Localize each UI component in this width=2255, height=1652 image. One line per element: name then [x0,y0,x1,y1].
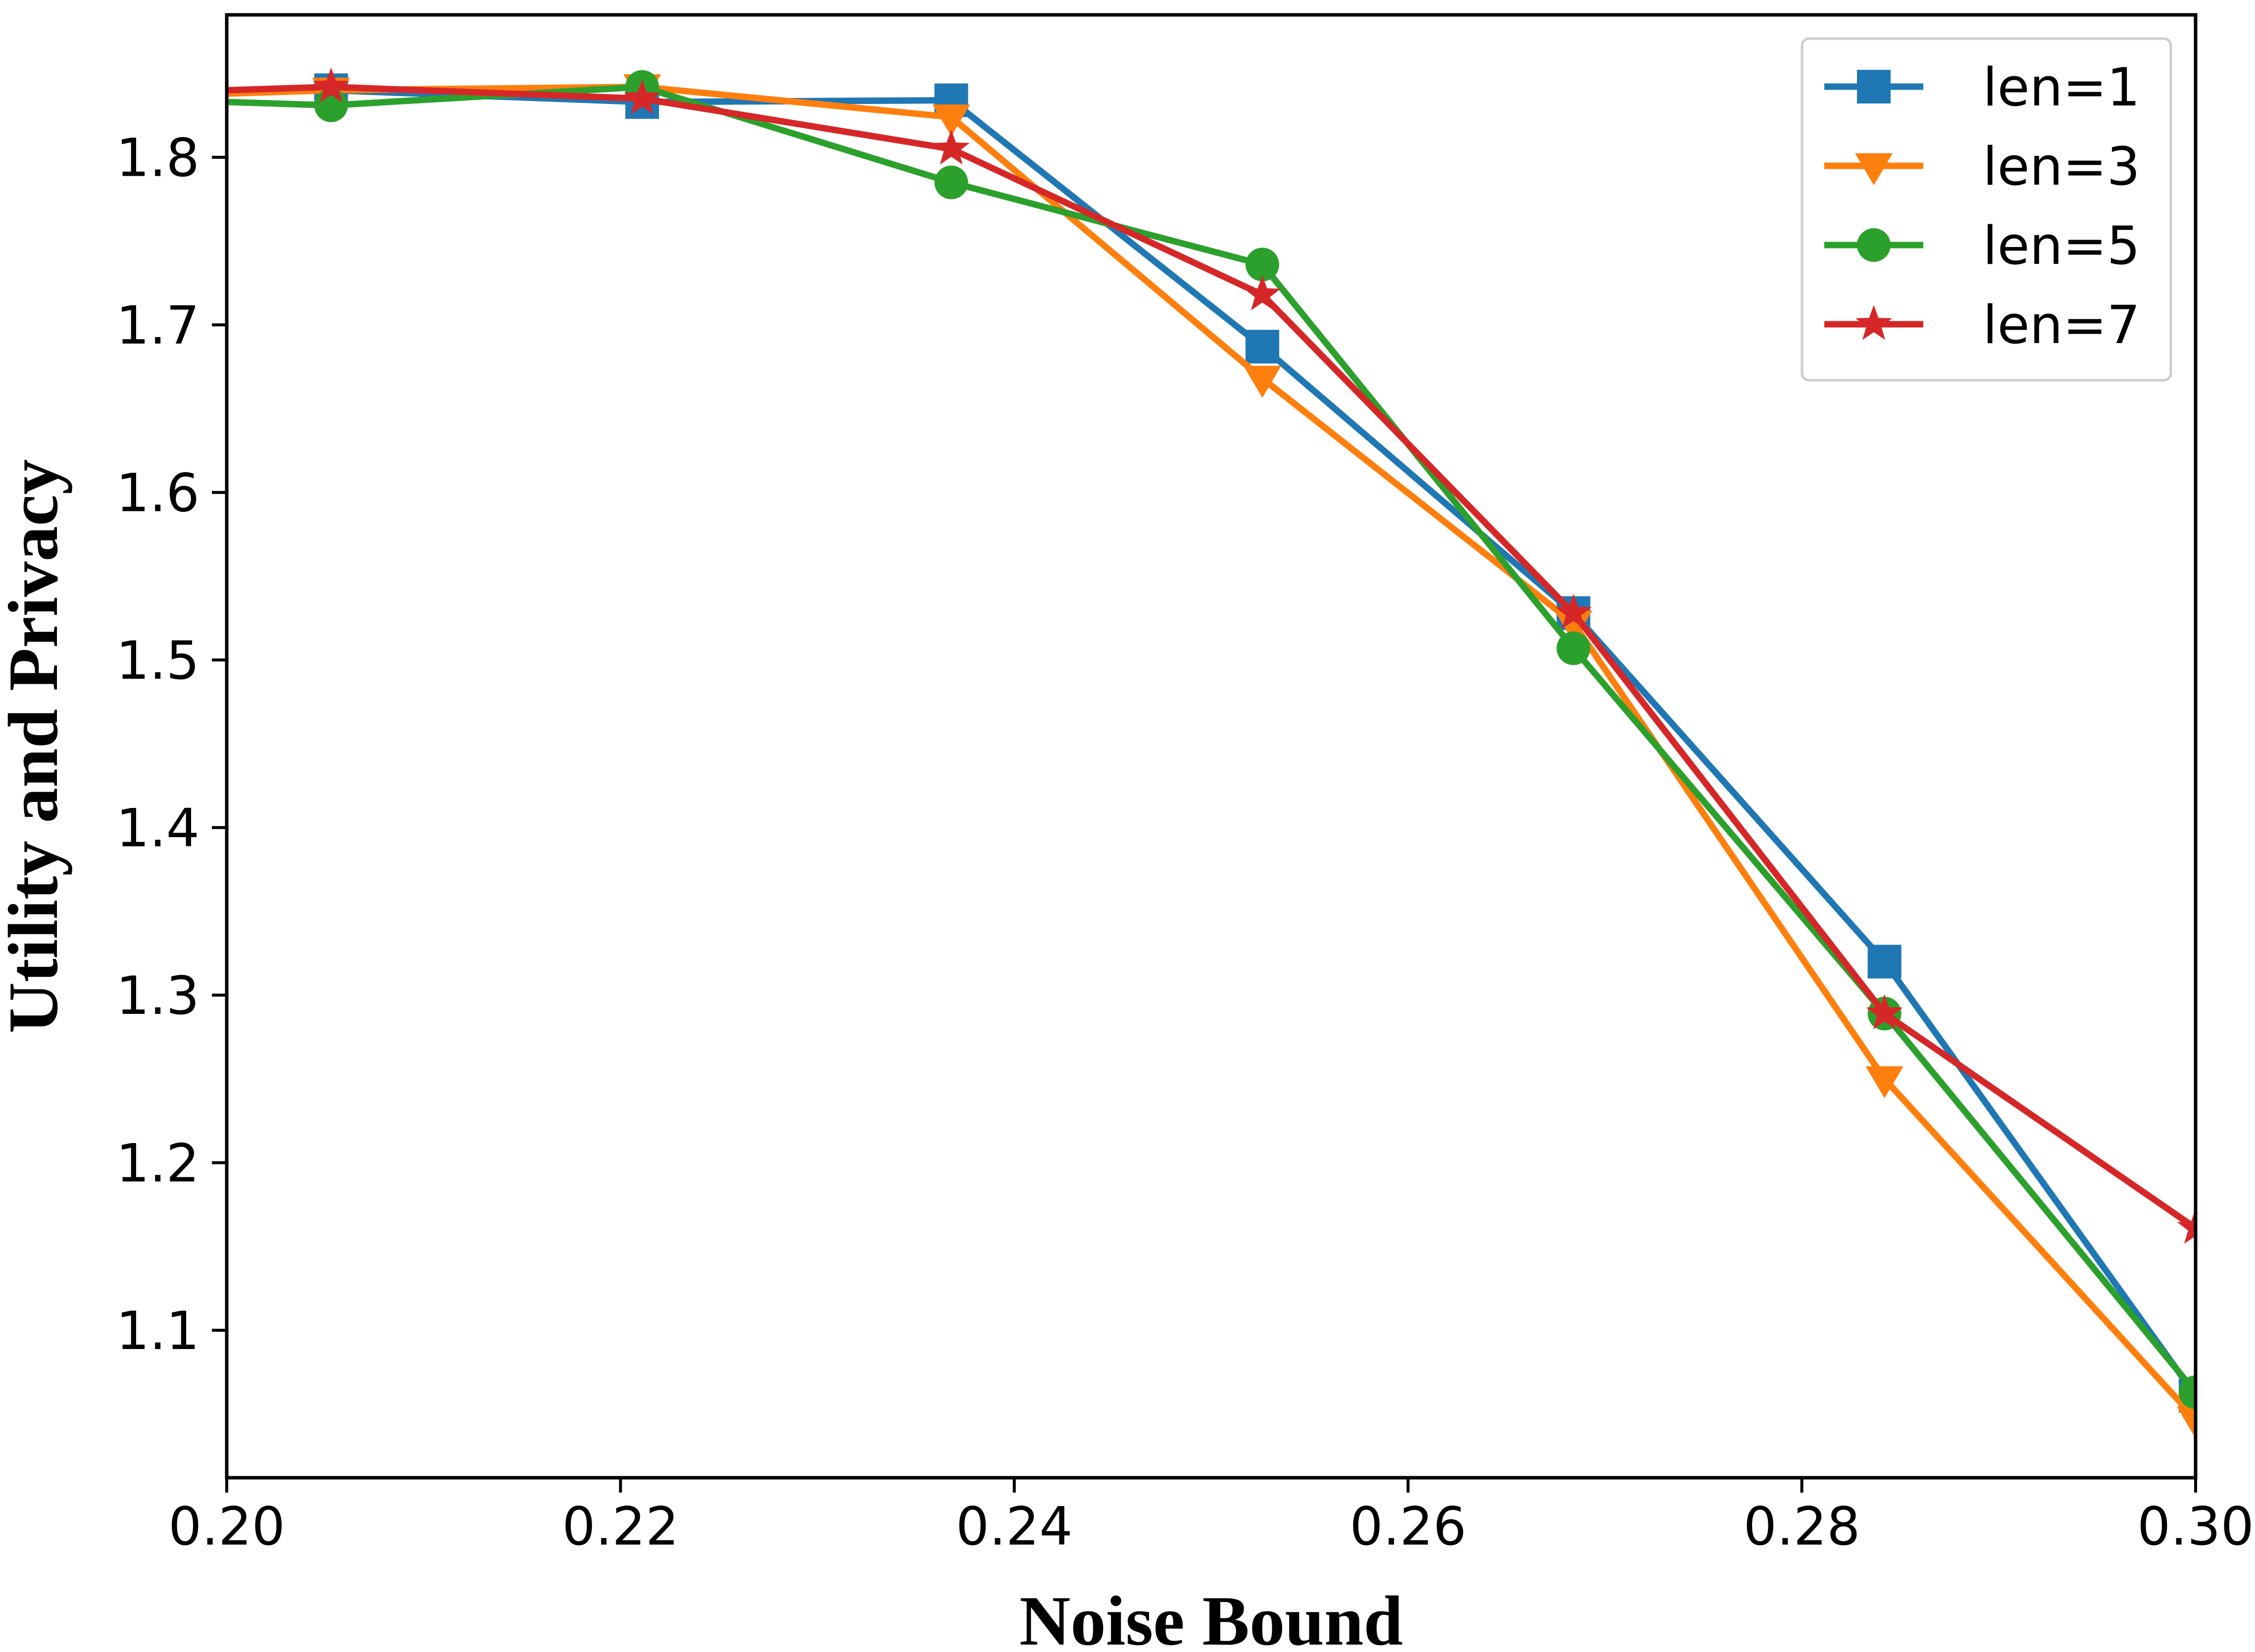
x-axis-title: Noise Bound [1019,1582,1403,1652]
legend-item: len=7 [1824,295,2140,355]
y-tick-label: 1.8 [116,128,200,189]
data-point-marker [2176,1406,2196,1439]
legend-item: len=3 [1824,136,2140,197]
data-point-marker [1554,610,1593,643]
legend-marker [1854,153,1893,186]
y-tick-label: 1.7 [116,295,200,356]
x-tick-label: 0.24 [956,1496,1073,1557]
plot-frame [225,13,2198,1480]
series-len-7 [227,67,2196,1244]
x-tick-label: 0.22 [562,1496,679,1557]
data-point-marker [1866,994,1903,1029]
x-axis: 0.20 0.22 0.24 0.26 0.28 0.30 [168,1478,2254,1557]
legend: len=1 len=3 len=5 len=7 [1801,37,2172,382]
y-tick-label: 1.3 [116,965,200,1026]
y-tick-label: 1.2 [116,1133,200,1194]
data-point-marker [932,104,970,137]
data-point-marker [1244,275,1281,310]
legend-label: len=5 [1983,215,2140,276]
data-point-marker [312,67,350,103]
series-layer [227,67,2196,1439]
legend-label: len=7 [1983,295,2140,355]
data-point-marker [2179,1375,2196,1409]
y-tick-label: 1.5 [116,630,200,691]
y-tick-label: 1.4 [116,798,200,859]
x-tick-label: 0.20 [168,1496,285,1557]
data-point-marker [1556,631,1591,665]
legend-box [1801,37,2172,382]
data-point-marker [2177,1208,2196,1244]
legend-marker [1855,304,1893,340]
data-point-marker [1245,330,1279,364]
y-axis: 1.1 1.2 1.3 1.4 1.5 1.6 1.7 1.8 [116,128,227,1361]
legend-marker [1857,228,1891,262]
legend-label: len=3 [1983,136,2140,197]
legend-item: len=5 [1824,215,2140,276]
data-point-marker [934,165,968,200]
data-point-marker [1555,594,1592,629]
x-tick-label: 0.28 [1744,1496,1860,1557]
data-point-marker [1865,1066,1904,1099]
y-tick-label: 1.6 [116,463,200,524]
series-line [227,84,2196,1231]
data-point-marker [1245,248,1279,282]
data-point-marker [1243,366,1281,398]
data-point-marker [933,129,970,165]
y-tick-label: 1.1 [116,1301,200,1361]
x-tick-label: 0.30 [2137,1496,2254,1557]
x-tick-label: 0.26 [1350,1496,1466,1557]
data-point-marker [1867,945,1902,979]
data-point-marker [624,79,661,114]
legend-item: len=1 [1824,57,2140,118]
legend-label: len=1 [1983,57,2140,118]
y-axis-title: Utility and Privacy [0,459,72,1034]
legend-marker [1857,70,1891,103]
